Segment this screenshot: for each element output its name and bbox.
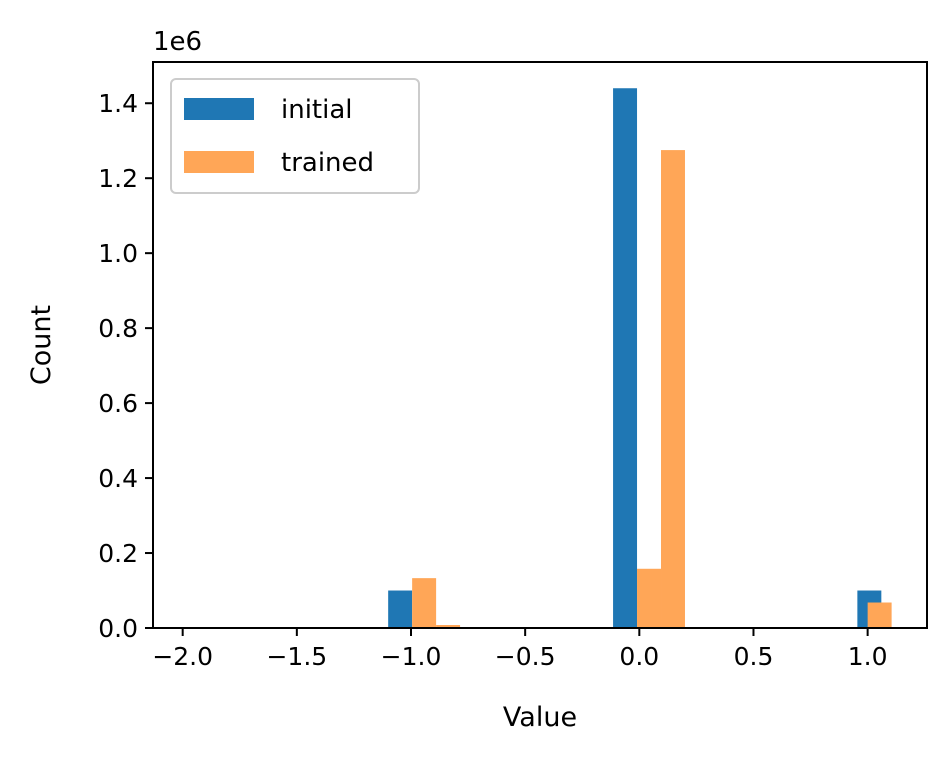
x-tick-label: −1.5 (266, 642, 327, 671)
bar-trained-4 (867, 602, 892, 628)
plot-frame (152, 61, 928, 629)
bar-initial-1 (613, 88, 638, 629)
bar-trained-3 (661, 150, 685, 628)
x-axis: −2.0 −1.5 −1.0 −0.5 0.0 0.5 1.0 (152, 628, 888, 671)
x-tick-label: 1.0 (848, 642, 888, 671)
x-tick-label: 0.0 (619, 642, 659, 671)
x-tick-label: −1.0 (381, 642, 442, 671)
x-tick-label: 0.5 (734, 642, 774, 671)
bar-trained-2 (637, 568, 662, 628)
y-tick-label: 0.0 (98, 614, 138, 643)
x-tick-label: −0.5 (495, 642, 556, 671)
y-axis: 0.0 0.2 0.4 0.6 0.8 1.0 1.2 1.4 (98, 89, 153, 643)
y-tick-label: 1.0 (98, 239, 138, 268)
y-axis-label: Count (26, 305, 57, 385)
y-tick-label: 1.4 (98, 89, 138, 118)
legend: initial trained (170, 78, 420, 194)
bar-initial-0 (388, 590, 413, 628)
y-tick-label: 0.6 (98, 389, 138, 418)
legend-label-trained: trained (281, 148, 374, 178)
y-tick-label: 0.4 (98, 464, 138, 493)
bars-layer (388, 88, 892, 629)
legend-label-initial: initial (281, 95, 353, 125)
x-axis-label: Value (503, 702, 577, 733)
y-tick-label: 0.8 (98, 314, 138, 343)
legend-swatch-trained (184, 151, 254, 173)
x-tick-label: −2.0 (152, 642, 213, 671)
y-axis-offset-label: 1e6 (153, 27, 202, 57)
bar-trained-1 (436, 625, 461, 628)
y-tick-label: 1.2 (98, 164, 138, 193)
bar-trained-0 (412, 578, 437, 628)
legend-swatch-initial (184, 98, 254, 120)
y-tick-label: 0.2 (98, 539, 138, 568)
